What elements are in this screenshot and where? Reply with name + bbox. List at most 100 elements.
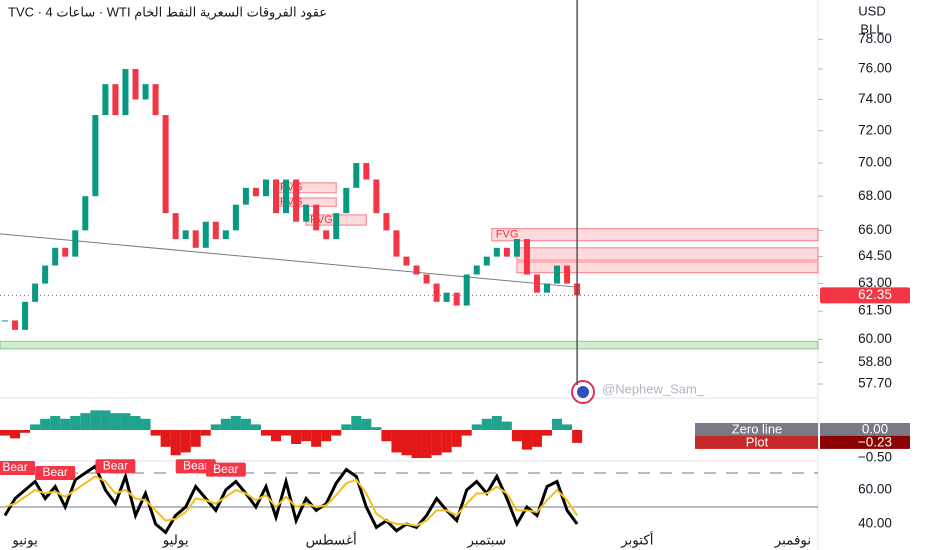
candle <box>92 115 99 197</box>
histogram-bar <box>70 415 81 430</box>
histogram-bar <box>461 430 472 436</box>
histogram-bar <box>431 430 442 456</box>
histogram-bar <box>471 424 482 430</box>
histogram-bar <box>331 430 342 436</box>
x-tick-label: أغسطس <box>306 530 357 549</box>
y-tick-label: 60.00 <box>858 482 892 497</box>
annotation-label: Bear <box>213 462 238 476</box>
histogram-bar <box>50 415 61 430</box>
annotation-label: Bear <box>103 458 128 472</box>
candle <box>453 292 460 306</box>
histogram-bar <box>521 430 532 450</box>
histogram-bar <box>10 430 21 439</box>
candle <box>443 292 450 302</box>
histogram-bar <box>351 415 362 430</box>
y-tick-label: 68.00 <box>858 188 892 203</box>
y-tick-label: 61.50 <box>858 303 892 318</box>
histogram-bar <box>481 418 492 430</box>
candle <box>363 163 370 180</box>
candle <box>503 247 510 257</box>
histogram-bar <box>311 430 322 447</box>
y-tick-label: 72.00 <box>858 122 892 137</box>
zone <box>516 247 819 261</box>
zone <box>491 228 819 242</box>
candle <box>202 221 209 248</box>
last-price-label: 62.35 <box>858 287 892 302</box>
value-box <box>820 423 910 436</box>
zone-label: FVG <box>496 229 519 241</box>
candle <box>473 265 480 275</box>
candle <box>564 265 571 284</box>
histogram-bar <box>90 410 101 430</box>
candle <box>242 187 249 205</box>
candle <box>483 256 490 266</box>
watermark: @Nephew_Sam_ <box>602 381 705 396</box>
value-label: 0.00 <box>862 422 888 437</box>
y-tick-label: 74.00 <box>858 91 892 106</box>
histogram-bar <box>421 430 432 459</box>
y-tick-label: 78.00 <box>858 31 892 46</box>
candle <box>232 204 239 231</box>
histogram-bar <box>562 424 573 430</box>
y-tick-label: 60.00 <box>858 331 892 346</box>
histogram-bar <box>30 424 41 430</box>
histogram-bar <box>60 418 71 430</box>
histogram-bar <box>321 430 332 442</box>
candle <box>413 265 420 275</box>
candle <box>343 187 350 214</box>
y-tick-label: −0.50 <box>858 450 892 465</box>
histogram-bar <box>491 415 502 430</box>
y-tick-label: 40.00 <box>858 516 892 531</box>
candle <box>303 204 310 222</box>
histogram-bar <box>160 430 171 447</box>
candle <box>212 221 219 240</box>
candle <box>403 256 410 266</box>
osc-line <box>4 475 578 527</box>
histogram-bar <box>441 430 452 453</box>
x-tick-label: أكتوبر <box>620 530 654 549</box>
histogram-bar <box>210 424 221 430</box>
histogram-bar <box>401 430 412 456</box>
x-tick-label: نوفمبر <box>774 533 812 549</box>
histogram-bar <box>381 430 392 442</box>
candle <box>162 115 169 214</box>
histogram-bar <box>541 430 553 436</box>
histogram-bar <box>371 427 382 430</box>
y-tick-label: 57.70 <box>858 376 892 391</box>
candle <box>72 230 79 257</box>
annotation-box <box>95 459 136 474</box>
candle <box>313 204 320 231</box>
histogram-bar <box>40 418 51 430</box>
histogram-bar <box>140 418 151 430</box>
last-price-box <box>820 287 910 304</box>
candle <box>42 265 49 284</box>
candle <box>293 179 300 222</box>
histogram-bar <box>260 430 271 436</box>
value-box <box>820 435 910 449</box>
histogram-bar <box>301 430 312 442</box>
histogram-bar <box>552 418 563 430</box>
candle <box>112 84 119 116</box>
histogram-bar <box>120 413 131 430</box>
candle <box>353 163 360 188</box>
legend-box <box>695 435 818 449</box>
y-tick-label: 58.80 <box>858 354 892 369</box>
legend-name: Zero line <box>732 421 783 436</box>
candle <box>554 265 561 284</box>
y-tick-label: 64.50 <box>858 248 892 263</box>
candle <box>273 179 280 214</box>
annotation-label: Bear <box>43 465 68 479</box>
zone <box>0 340 819 350</box>
histogram-bar <box>572 430 583 443</box>
annotation-label: Bear <box>183 458 208 472</box>
histogram-bar <box>130 415 141 430</box>
candle <box>182 230 189 240</box>
histogram-bar <box>180 430 191 453</box>
histogram-bar <box>220 418 231 430</box>
trendline <box>0 233 578 288</box>
histogram-bar <box>200 430 211 436</box>
histogram-bar <box>391 430 402 453</box>
histogram-bar <box>80 413 91 430</box>
histogram-bar <box>501 421 512 430</box>
